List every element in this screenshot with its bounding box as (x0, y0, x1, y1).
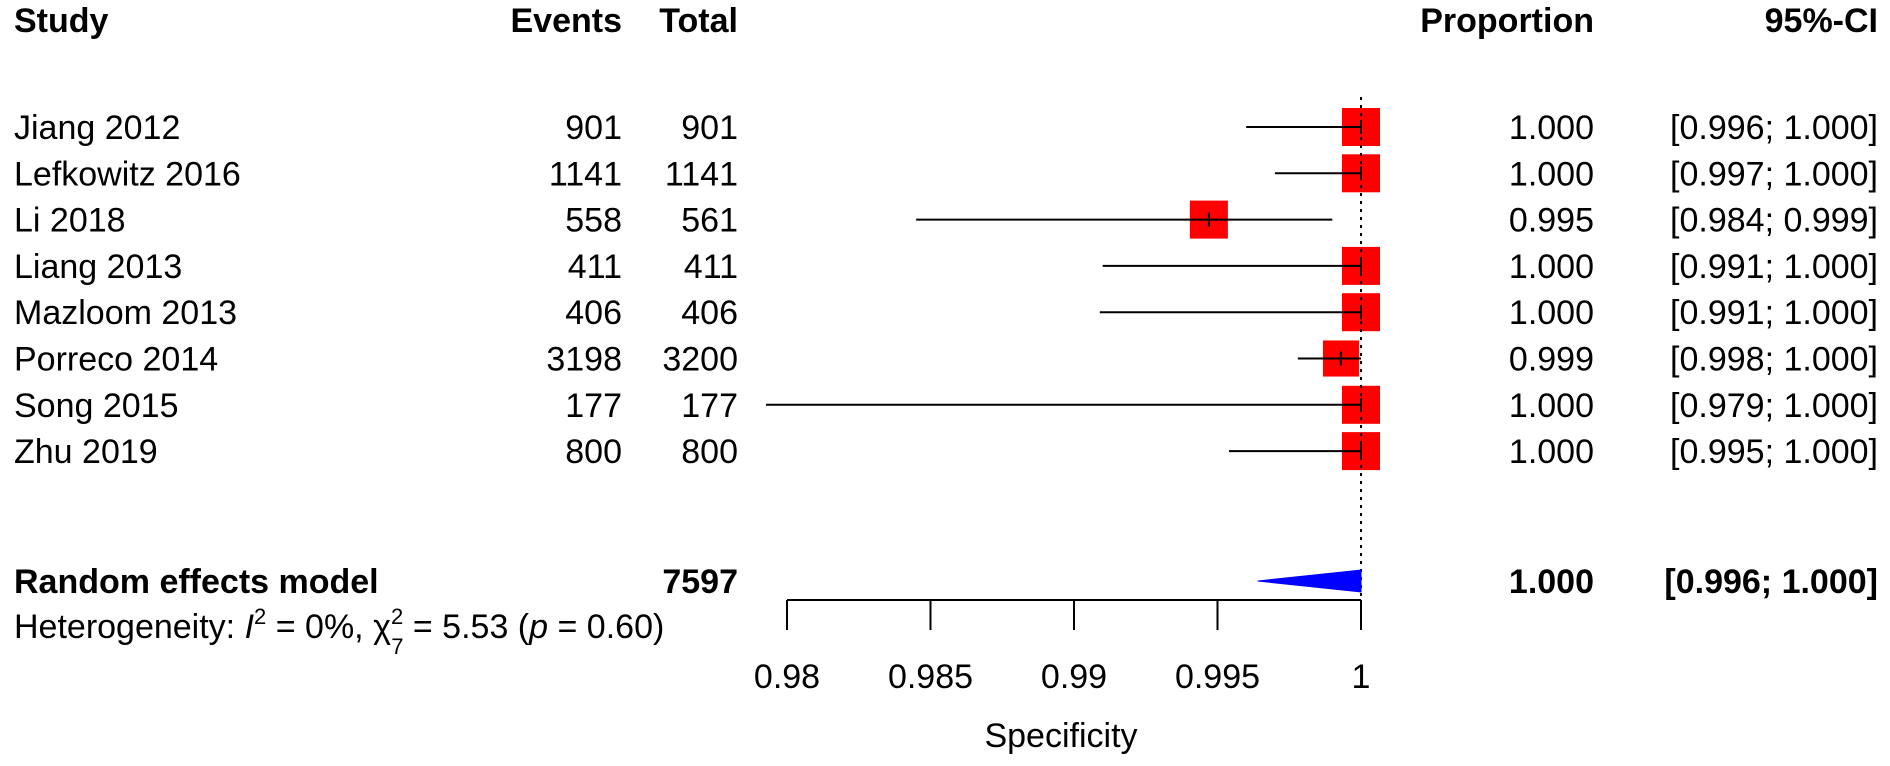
pooled-proportion: 1.000 (1509, 563, 1594, 601)
study-events: 411 (568, 248, 622, 286)
study-proportion: 1.000 (1509, 294, 1594, 332)
heterogeneity-prefix: Heterogeneity: (14, 608, 245, 646)
study-row: Li 2018 558 561 0.995 [0.984; 0.999] (14, 200, 1878, 240)
study-events: 800 (565, 433, 622, 471)
pooled-diamond (1257, 569, 1362, 593)
study-row: Jiang 2012 901 901 1.000 [0.996; 1.000] (14, 108, 1878, 147)
study-total: 411 (684, 248, 738, 286)
header-ci: 95%-CI (1765, 2, 1878, 40)
study-proportion: 1.000 (1509, 248, 1594, 286)
study-name: Li 2018 (14, 202, 126, 240)
i2-value: = 0%, (266, 608, 373, 646)
study-row: Lefkowitz 2016 1141 1141 1.000 [0.997; 1.000… (14, 154, 1878, 193)
study-events: 406 (565, 294, 622, 332)
study-name: Liang 2013 (14, 248, 182, 286)
study-ci: [0.995; 1.000] (1670, 433, 1878, 471)
study-proportion: 1.000 (1509, 387, 1594, 425)
x-tick-label: 0.99 (1041, 658, 1107, 696)
header-proportion: Proportion (1420, 2, 1594, 40)
study-events: 1141 (549, 155, 622, 193)
study-name: Jiang 2012 (14, 109, 180, 147)
study-proportion: 0.995 (1509, 202, 1594, 240)
study-ci: [0.979; 1.000] (1670, 387, 1878, 425)
study-name: Song 2015 (14, 387, 179, 425)
study-events: 177 (565, 387, 622, 425)
study-total: 3200 (662, 341, 738, 379)
header-events: Events (511, 2, 623, 40)
header-total: Total (659, 2, 738, 40)
study-row: Liang 2013 411 411 1.000 [0.991; 1.000] (14, 246, 1878, 286)
study-name: Zhu 2019 (14, 433, 158, 471)
study-row: Mazloom 2013 406 406 1.000 [0.991; 1.000] (14, 293, 1878, 332)
x-tick-label: 0.995 (1175, 658, 1260, 696)
x-tick-label: 1 (1352, 658, 1371, 696)
study-ci: [0.991; 1.000] (1670, 294, 1878, 332)
study-ci: [0.984; 0.999] (1670, 202, 1878, 240)
chi-superscript: 2 (391, 604, 403, 629)
heterogeneity-text: Heterogeneity: I2 = 0%, χ2 7 = 5.53 (p = … (14, 604, 664, 659)
study-row: Porreco 2014 3198 3200 0.999 [0.998; 1.000] (14, 340, 1878, 379)
study-events: 901 (565, 109, 622, 147)
study-total: 561 (681, 202, 738, 240)
x-axis: 0.98 0.985 0.99 0.995 1 (754, 599, 1371, 696)
study-ci: [0.991; 1.000] (1670, 248, 1878, 286)
p-value: = 0.60) (548, 608, 664, 646)
pooled-total: 7597 (662, 563, 738, 601)
pooled-ci: [0.996; 1.000] (1664, 563, 1878, 601)
study-total: 901 (681, 109, 738, 147)
study-events: 558 (565, 202, 622, 240)
study-proportion: 1.000 (1509, 433, 1594, 471)
study-total: 1141 (665, 155, 738, 193)
study-proportion: 1.000 (1509, 155, 1594, 193)
x-tick-label: 0.98 (754, 658, 820, 696)
study-rows: Jiang 2012 901 901 1.000 [0.996; 1.000] Lefko… (14, 108, 1878, 471)
study-name: Lefkowitz 2016 (14, 155, 241, 193)
header-study: Study (14, 2, 109, 40)
study-total: 800 (681, 433, 738, 471)
chi-value: = 5.53 ( (403, 608, 529, 646)
x-axis-label: Specificity (984, 717, 1137, 755)
x-tick-label: 0.985 (888, 658, 973, 696)
i2-superscript: 2 (254, 604, 266, 629)
chi-symbol: χ (373, 608, 391, 646)
study-ci: [0.998; 1.000] (1670, 341, 1878, 379)
pooled-label: Random effects model (14, 563, 379, 601)
study-row: Zhu 2019 800 800 1.000 [0.995; 1.000] (14, 432, 1878, 471)
study-ci: [0.996; 1.000] (1670, 109, 1878, 147)
study-name: Porreco 2014 (14, 341, 218, 379)
i2-symbol: I (245, 608, 255, 646)
p-symbol: p (528, 608, 548, 646)
study-events: 3198 (546, 341, 622, 379)
study-row: Song 2015 177 177 1.000 [0.979; 1.000] (14, 385, 1878, 425)
study-total: 406 (681, 294, 738, 332)
study-proportion: 1.000 (1509, 109, 1594, 147)
chi-subscript: 7 (391, 634, 403, 659)
study-proportion: 0.999 (1509, 341, 1594, 379)
study-total: 177 (681, 387, 738, 425)
study-ci: [0.997; 1.000] (1670, 155, 1878, 193)
study-name: Mazloom 2013 (14, 294, 237, 332)
